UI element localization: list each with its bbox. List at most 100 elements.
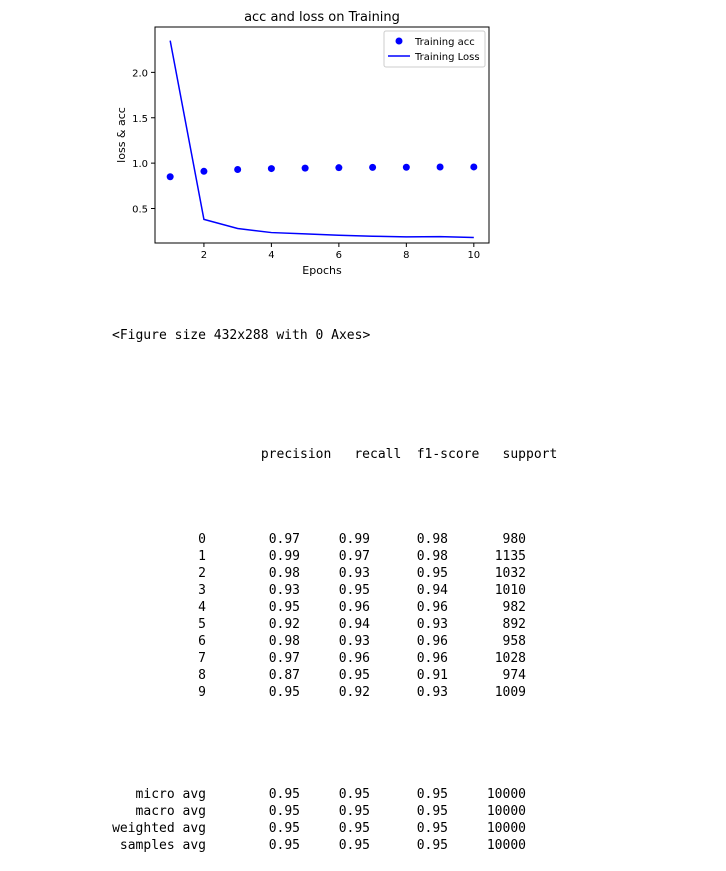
header-recall: recall bbox=[354, 447, 402, 462]
class-cell: 0.93 bbox=[416, 617, 448, 632]
avg-cell: 10000 bbox=[486, 838, 526, 853]
point-training-acc bbox=[402, 163, 410, 171]
avg-cell: samples avg bbox=[119, 838, 206, 853]
point-training-acc bbox=[166, 173, 174, 181]
class-cell: 0.98 bbox=[416, 532, 448, 547]
class-cell: 0.96 bbox=[416, 634, 448, 649]
class-cell: 0.96 bbox=[416, 600, 448, 615]
series-layer bbox=[166, 40, 478, 239]
legend-label-training-loss: Training Loss bbox=[414, 52, 480, 63]
class-cell: 0.95 bbox=[268, 600, 300, 615]
class-row: 9 0.95 0.92 0.93 1009 bbox=[112, 684, 557, 701]
class-cell: 0.92 bbox=[268, 617, 300, 632]
class-cell: 0.95 bbox=[338, 668, 370, 683]
class-row: 3 0.93 0.95 0.94 1010 bbox=[112, 582, 557, 599]
header-support: support bbox=[502, 447, 558, 462]
class-cell: 0.93 bbox=[268, 583, 300, 598]
class-row: 8 0.87 0.95 0.91 974 bbox=[112, 667, 557, 684]
class-cell: 0.93 bbox=[416, 685, 448, 700]
x-tick-label: 8 bbox=[403, 250, 409, 261]
avg-cell: 0.95 bbox=[268, 804, 300, 819]
y-tick-label: 0.5 bbox=[132, 205, 148, 216]
report-header: precision recall f1-score support bbox=[112, 429, 557, 462]
point-training-acc bbox=[470, 163, 478, 171]
class-cell: 1009 bbox=[494, 685, 526, 700]
point-training-acc bbox=[200, 167, 208, 175]
avg-cell: 0.95 bbox=[416, 787, 448, 802]
avg-cell: 0.95 bbox=[416, 838, 448, 853]
class-cell: 0.98 bbox=[416, 549, 448, 564]
class-cell: 892 bbox=[502, 617, 526, 632]
class-cell: 2 bbox=[198, 566, 206, 581]
class-cell: 0.97 bbox=[268, 651, 300, 666]
class-cell: 0.95 bbox=[268, 685, 300, 700]
avg-row: samples avg 0.95 0.95 0.95 10000 bbox=[112, 837, 557, 854]
legend-label-training-acc: Training acc bbox=[414, 37, 475, 48]
class-cell: 0.95 bbox=[416, 566, 448, 581]
class-row: 6 0.98 0.93 0.96 958 bbox=[112, 633, 557, 650]
class-cell: 0.94 bbox=[416, 583, 448, 598]
header-f1-score: f1-score bbox=[416, 447, 480, 462]
class-cell: 8 bbox=[198, 668, 206, 683]
class-cell: 3 bbox=[198, 583, 206, 598]
avg-cell: 0.95 bbox=[338, 804, 370, 819]
avg-cell: 0.95 bbox=[416, 821, 448, 836]
avg-row: micro avg 0.95 0.95 0.95 10000 bbox=[112, 786, 557, 803]
class-cell: 7 bbox=[198, 651, 206, 666]
class-cell: 1 bbox=[198, 549, 206, 564]
class-cell: 0.87 bbox=[268, 668, 300, 683]
training-chart: acc and loss on Training 0.5 1.0 1.5 2.0 2 4… bbox=[115, 10, 490, 277]
class-cell: 0.96 bbox=[416, 651, 448, 666]
class-cell: 0.99 bbox=[268, 549, 300, 564]
class-row: 0 0.97 0.99 0.98 980 bbox=[112, 531, 557, 548]
x-tick-label: 10 bbox=[467, 250, 480, 261]
class-cell: 0.98 bbox=[268, 566, 300, 581]
point-training-acc bbox=[335, 164, 343, 172]
y-axis-label: loss & acc bbox=[115, 107, 128, 163]
avg-cell: 0.95 bbox=[338, 787, 370, 802]
avg-cell: 0.95 bbox=[416, 804, 448, 819]
x-axis-label: Epochs bbox=[302, 264, 342, 277]
avg-cell: 0.95 bbox=[268, 787, 300, 802]
class-rows: 0 0.97 0.99 0.98 980 1 0.99 0.97 0.98 1135 2 0.98 0.… bbox=[112, 531, 557, 701]
figure-size-line: <Figure size 432x288 with 0 Axes> bbox=[112, 328, 371, 343]
class-row: 7 0.97 0.96 0.96 1028 bbox=[112, 650, 557, 667]
class-cell: 0.94 bbox=[338, 617, 370, 632]
class-cell: 1032 bbox=[494, 566, 526, 581]
point-training-acc bbox=[436, 163, 444, 171]
class-row: 4 0.95 0.96 0.96 982 bbox=[112, 599, 557, 616]
class-row: 2 0.98 0.93 0.95 1032 bbox=[112, 565, 557, 582]
x-tick-label: 6 bbox=[336, 250, 342, 261]
class-cell: 9 bbox=[198, 685, 206, 700]
class-row: 1 0.99 0.97 0.98 1135 bbox=[112, 548, 557, 565]
y-tick-label: 2.0 bbox=[132, 68, 148, 79]
class-cell: 0.97 bbox=[268, 532, 300, 547]
x-tick-label: 4 bbox=[268, 250, 274, 261]
avg-cell: 10000 bbox=[486, 804, 526, 819]
avg-cell: 0.95 bbox=[338, 821, 370, 836]
class-cell: 0.99 bbox=[338, 532, 370, 547]
y-tick-label: 1.5 bbox=[132, 114, 148, 125]
point-training-acc bbox=[301, 164, 309, 172]
class-cell: 6 bbox=[198, 634, 206, 649]
class-cell: 0.95 bbox=[338, 583, 370, 598]
class-cell: 982 bbox=[502, 600, 526, 615]
avg-row: macro avg 0.95 0.95 0.95 10000 bbox=[112, 803, 557, 820]
class-cell: 1010 bbox=[494, 583, 526, 598]
avg-cell: micro avg bbox=[135, 787, 206, 802]
avg-rows: micro avg 0.95 0.95 0.95 10000 macro avg 0.95 0… bbox=[112, 786, 557, 854]
legend-marker-training-acc bbox=[395, 37, 403, 45]
legend: Training acc Training Loss bbox=[383, 30, 486, 68]
class-cell: 0.92 bbox=[338, 685, 370, 700]
x-tick-label: 2 bbox=[201, 250, 207, 261]
point-training-acc bbox=[267, 165, 275, 173]
chart-title: acc and loss on Training bbox=[244, 10, 400, 25]
class-cell: 0.93 bbox=[338, 566, 370, 581]
avg-cell: 10000 bbox=[486, 787, 526, 802]
avg-cell: 0.95 bbox=[268, 838, 300, 853]
class-cell: 0.93 bbox=[338, 634, 370, 649]
class-cell: 4 bbox=[198, 600, 206, 615]
class-cell: 1028 bbox=[494, 651, 526, 666]
avg-cell: macro avg bbox=[135, 804, 206, 819]
classification-report: <Figure size 432x288 with 0 Axes> precis… bbox=[112, 293, 557, 871]
